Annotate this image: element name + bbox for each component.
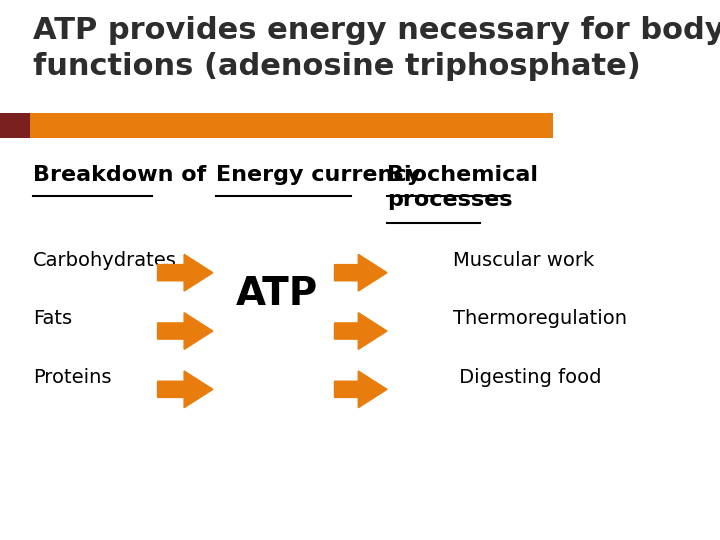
- Text: Thermoregulation: Thermoregulation: [454, 309, 627, 328]
- Text: Digesting food: Digesting food: [454, 368, 602, 387]
- Text: Proteins: Proteins: [33, 368, 112, 387]
- FancyArrow shape: [335, 371, 387, 408]
- Text: ATP: ATP: [235, 275, 318, 313]
- FancyArrow shape: [158, 313, 213, 349]
- Text: Energy currency: Energy currency: [215, 165, 420, 185]
- FancyArrow shape: [335, 313, 387, 349]
- Text: ATP provides energy necessary for body
functions (adenosine triphosphate): ATP provides energy necessary for body f…: [33, 16, 720, 81]
- FancyArrow shape: [158, 254, 213, 291]
- Bar: [0, 113, 30, 138]
- FancyArrow shape: [158, 371, 213, 408]
- Text: Muscular work: Muscular work: [454, 251, 595, 270]
- Text: Biochemical
processes: Biochemical processes: [387, 165, 538, 210]
- Text: Carbohydrates: Carbohydrates: [33, 251, 177, 270]
- Bar: [30, 113, 553, 138]
- FancyArrow shape: [335, 254, 387, 291]
- Text: Breakdown of: Breakdown of: [33, 165, 207, 185]
- Text: Fats: Fats: [33, 309, 72, 328]
